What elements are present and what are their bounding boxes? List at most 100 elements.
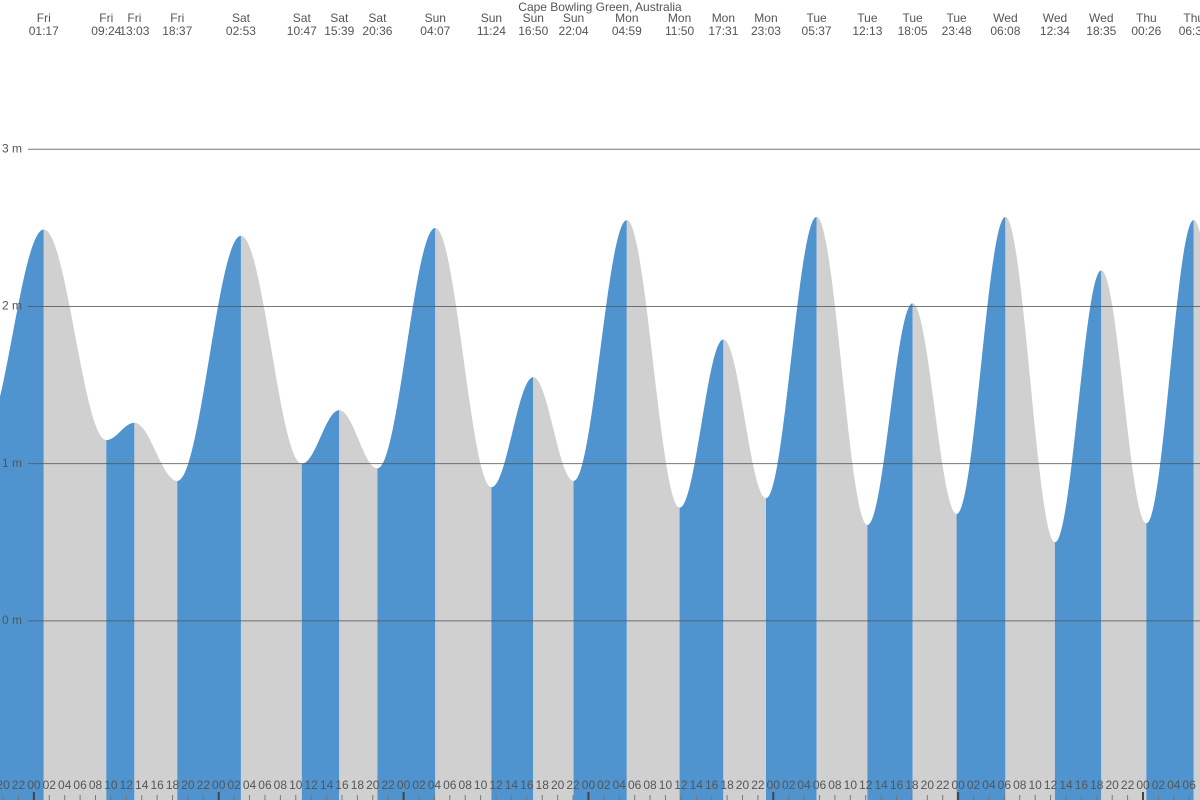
extreme-day: Sat — [330, 11, 349, 25]
x-tick-label: 14 — [505, 778, 519, 792]
rising-area — [491, 377, 534, 800]
x-tick-label: 14 — [135, 778, 149, 792]
x-tick-label: 02 — [597, 778, 611, 792]
extreme-day: Sun — [523, 11, 544, 25]
x-tick-label: 14 — [690, 778, 704, 792]
x-tick-label: 22 — [12, 778, 26, 792]
falling-area — [1193, 220, 1200, 800]
falling-area — [723, 339, 766, 800]
y-tick-label: 2 m — [2, 299, 22, 313]
x-tick-label: 12 — [1044, 778, 1058, 792]
extreme-time: 23:48 — [942, 24, 972, 38]
x-tick-label: 02 — [43, 778, 57, 792]
x-tick-label: 04 — [797, 778, 811, 792]
x-tick-label: 16 — [1075, 778, 1089, 792]
extreme-day: Mon — [615, 11, 638, 25]
x-tick-label: 06 — [813, 778, 827, 792]
extreme-time: 01:17 — [29, 24, 59, 38]
x-tick-label: 04 — [243, 778, 257, 792]
rising-area — [301, 410, 340, 800]
x-tick-label: 06 — [258, 778, 272, 792]
rising-area — [956, 216, 1006, 800]
rising-area — [106, 422, 135, 800]
extreme-time: 00:26 — [1131, 24, 1161, 38]
extreme-time: 20:36 — [362, 24, 392, 38]
x-tick-label: 14 — [874, 778, 888, 792]
x-tick-label: 04 — [982, 778, 996, 792]
x-tick-label: 18 — [720, 778, 734, 792]
extreme-day: Mon — [668, 11, 691, 25]
extreme-day: Sun — [425, 11, 446, 25]
extreme-day: Fri — [37, 11, 51, 25]
x-tick-label: 20 — [366, 778, 380, 792]
x-tick-label: 16 — [335, 778, 349, 792]
extreme-time: 18:35 — [1086, 24, 1116, 38]
chart-title: Cape Bowling Green, Australia — [518, 0, 682, 14]
x-tick-label: 00 — [951, 778, 965, 792]
x-tick-label: 20 — [1106, 778, 1120, 792]
extreme-day: Sat — [232, 11, 251, 25]
x-tick-label: 12 — [489, 778, 503, 792]
extreme-time: 11:24 — [477, 24, 506, 38]
x-tick-label: 20 — [736, 778, 750, 792]
x-tick-label: 22 — [566, 778, 580, 792]
extreme-time: 17:31 — [708, 24, 738, 38]
x-tick-label: 02 — [412, 778, 426, 792]
x-tick-label: 06 — [443, 778, 457, 792]
x-tick-label: 16 — [890, 778, 904, 792]
x-tick-label: 16 — [705, 778, 719, 792]
falling-area — [435, 227, 492, 800]
x-tick-label: 10 — [104, 778, 118, 792]
extreme-day: Thu — [1183, 11, 1200, 25]
falling-area — [816, 216, 868, 800]
x-tick-label: 12 — [674, 778, 688, 792]
x-tick-label: 04 — [1167, 778, 1181, 792]
rising-area — [0, 229, 44, 800]
extreme-day: Wed — [993, 11, 1017, 25]
x-tick-label: 08 — [1013, 778, 1027, 792]
x-tick-label: 22 — [936, 778, 950, 792]
falling-area — [1101, 270, 1147, 800]
extreme-time: 11:50 — [665, 24, 694, 38]
x-tick-label: 00 — [397, 778, 411, 792]
falling-area — [912, 303, 957, 800]
extreme-day: Tue — [946, 11, 967, 25]
x-tick-label: 22 — [1121, 778, 1135, 792]
x-tick-label: 06 — [1183, 778, 1197, 792]
extreme-day: Mon — [754, 11, 777, 25]
extreme-time: 16:50 — [518, 24, 548, 38]
x-tick-label: 00 — [582, 778, 596, 792]
extreme-time: 23:03 — [751, 24, 781, 38]
extreme-day: Sat — [293, 11, 312, 25]
x-tick-label: 02 — [967, 778, 981, 792]
x-tick-label: 14 — [320, 778, 334, 792]
falling-area — [1005, 216, 1055, 800]
extreme-day: Fri — [170, 11, 184, 25]
extreme-day: Sun — [481, 11, 502, 25]
falling-area — [240, 235, 302, 800]
x-tick-label: 08 — [459, 778, 473, 792]
extreme-time: 04:59 — [612, 24, 642, 38]
extreme-day: Tue — [857, 11, 878, 25]
rising-area — [765, 216, 817, 800]
extreme-time: 12:13 — [852, 24, 882, 38]
x-tick-label: 00 — [27, 778, 41, 792]
rising-area — [867, 303, 913, 800]
extreme-day: Thu — [1136, 11, 1157, 25]
x-tick-label: 08 — [274, 778, 288, 792]
extreme-day: Wed — [1043, 11, 1067, 25]
x-tick-label: 06 — [628, 778, 642, 792]
x-tick-label: 08 — [89, 778, 103, 792]
extreme-time: 22:04 — [559, 24, 589, 38]
x-tick-label: 18 — [1090, 778, 1104, 792]
y-tick-label: 1 m — [2, 456, 22, 470]
extreme-day: Fri — [127, 11, 141, 25]
x-tick-label: 20 — [921, 778, 935, 792]
x-tick-label: 18 — [351, 778, 365, 792]
extreme-time: 10:47 — [287, 24, 317, 38]
x-tick-label: 10 — [659, 778, 673, 792]
x-tick-label: 16 — [520, 778, 534, 792]
extreme-time: 13:03 — [119, 24, 149, 38]
extreme-day: Mon — [712, 11, 735, 25]
